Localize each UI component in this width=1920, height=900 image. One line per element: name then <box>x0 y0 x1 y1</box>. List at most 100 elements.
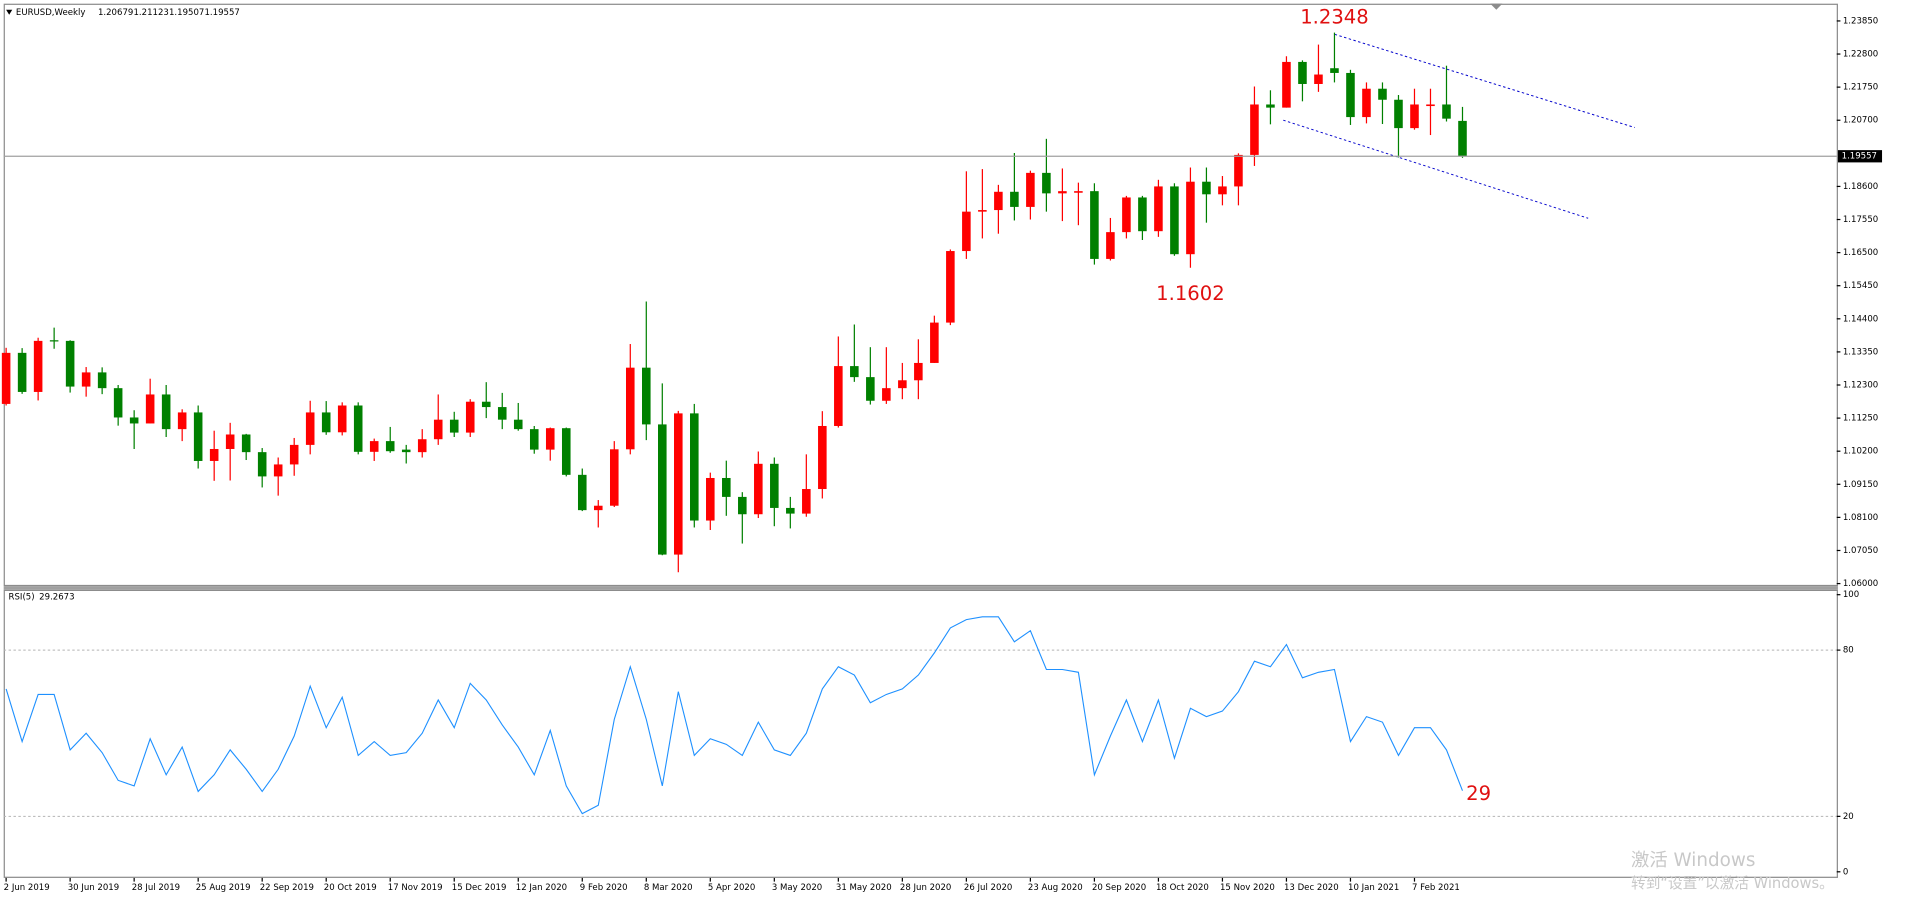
x-tick-label: 15 Nov 2020 <box>1220 883 1275 893</box>
y-tick-label: 1.11250 <box>1843 414 1878 424</box>
candle-body <box>1106 232 1115 259</box>
candle-body <box>706 477 715 521</box>
price-annotation: 1.2348 <box>1300 5 1369 28</box>
candle-body <box>481 401 491 408</box>
candle-body <box>1202 181 1211 195</box>
y-tick-label: 1.18600 <box>1843 182 1878 192</box>
x-tick-label: 25 Aug 2019 <box>196 883 251 893</box>
candle-body <box>1090 191 1099 259</box>
candle-body <box>1250 104 1259 155</box>
candle-body <box>529 429 539 450</box>
candle-body <box>962 211 971 252</box>
candle-body <box>17 352 27 392</box>
candle-body <box>1298 61 1307 84</box>
candle-body <box>369 441 379 452</box>
candle-body <box>513 419 523 430</box>
candle-body <box>241 434 251 453</box>
candle-body <box>177 412 187 430</box>
rsi-annotation: 29 <box>1466 782 1491 805</box>
candle-body <box>401 449 411 453</box>
y-tick-label: 1.06000 <box>1843 579 1878 589</box>
header-high: 1.21123 <box>133 8 168 18</box>
x-tick-label: 7 Feb 2021 <box>1412 883 1460 893</box>
x-tick-label: 9 Feb 2020 <box>580 883 628 893</box>
candle-body <box>1426 104 1435 107</box>
candle-body <box>465 401 475 433</box>
x-tick-label: 15 Dec 2019 <box>452 883 507 893</box>
y-tick-label: 1.17550 <box>1843 215 1878 225</box>
price-annotation: 1.1602 <box>1156 282 1225 305</box>
candle-body <box>337 405 347 433</box>
candle-body <box>497 407 507 420</box>
y-tick-label: 0 <box>1843 867 1848 877</box>
header-open: 1.20679 <box>98 8 133 18</box>
y-tick-label: 1.21750 <box>1843 83 1878 93</box>
header-low: 1.19507 <box>169 8 204 18</box>
panel-separator <box>3 586 1838 590</box>
x-tick-label: 17 Nov 2019 <box>388 883 443 893</box>
channel-line-upper <box>1334 33 1635 128</box>
y-tick-label: 1.12300 <box>1843 381 1878 391</box>
x-tick-label: 22 Sep 2019 <box>260 883 314 893</box>
x-tick-label: 5 Apr 2020 <box>708 883 755 893</box>
candle-body <box>129 417 139 424</box>
candle-body <box>850 366 859 378</box>
candle-body <box>545 428 555 450</box>
candle-body <box>738 496 747 515</box>
candle-body <box>1138 197 1147 232</box>
candle-body <box>1074 191 1083 193</box>
candle-body <box>449 419 459 433</box>
y-tick-label: 80 <box>1843 646 1854 656</box>
watermark-title: 激活 Windows <box>1631 850 1755 871</box>
candle-body <box>97 372 107 389</box>
candle-body <box>561 428 571 475</box>
candle-body <box>609 449 619 506</box>
candle-body <box>417 439 427 453</box>
candle-body <box>1058 191 1067 194</box>
y-tick-label: 1.23850 <box>1843 16 1878 26</box>
candle-body <box>1282 61 1291 108</box>
x-tick-label: 28 Jun 2020 <box>900 883 951 893</box>
y-tick-label: 1.15450 <box>1843 281 1878 291</box>
x-tick-label: 28 Jul 2019 <box>132 883 180 893</box>
candle-body <box>1026 172 1035 207</box>
candle-body <box>289 444 299 465</box>
rsi-panel-frame <box>3 589 1838 878</box>
x-tick-label: 13 Dec 2020 <box>1284 883 1339 893</box>
candle-body <box>321 412 331 433</box>
candle-body <box>658 424 667 555</box>
candle-body <box>978 210 987 212</box>
candle-body <box>113 388 123 418</box>
candle-body <box>914 362 923 381</box>
candle-body <box>1410 104 1419 129</box>
header-close: 1.19557 <box>204 8 239 18</box>
x-tick-label: 3 May 2020 <box>772 883 822 893</box>
candle-body <box>305 412 315 445</box>
candle-body <box>273 464 283 477</box>
x-tick-label: 2 Jun 2019 <box>4 883 50 893</box>
x-tick-label: 10 Jan 2021 <box>1348 883 1399 893</box>
y-tick-label: 1.20700 <box>1843 116 1878 126</box>
candle-body <box>1266 104 1275 108</box>
x-tick-label: 18 Oct 2020 <box>1156 883 1209 893</box>
x-tick-label: 20 Oct 2019 <box>324 883 377 893</box>
candle-body <box>1362 88 1371 118</box>
candle-body <box>353 405 363 452</box>
candle-body <box>1458 120 1467 157</box>
x-tick-label: 31 May 2020 <box>836 883 892 893</box>
candle-body <box>145 394 155 424</box>
channel-line-lower <box>1283 119 1589 219</box>
candle-body <box>1442 104 1451 119</box>
candle-body <box>1218 186 1227 195</box>
candle-body <box>1314 74 1323 84</box>
candle-body <box>33 340 43 392</box>
candle-body <box>818 425 827 490</box>
y-tick-label: 1.16500 <box>1843 248 1878 258</box>
candle-body <box>1 352 11 404</box>
candle-body <box>385 441 395 452</box>
candle-body <box>866 377 875 401</box>
candle-body <box>225 434 235 449</box>
rsi-line <box>5 616 1464 815</box>
candle-body <box>1010 191 1019 207</box>
